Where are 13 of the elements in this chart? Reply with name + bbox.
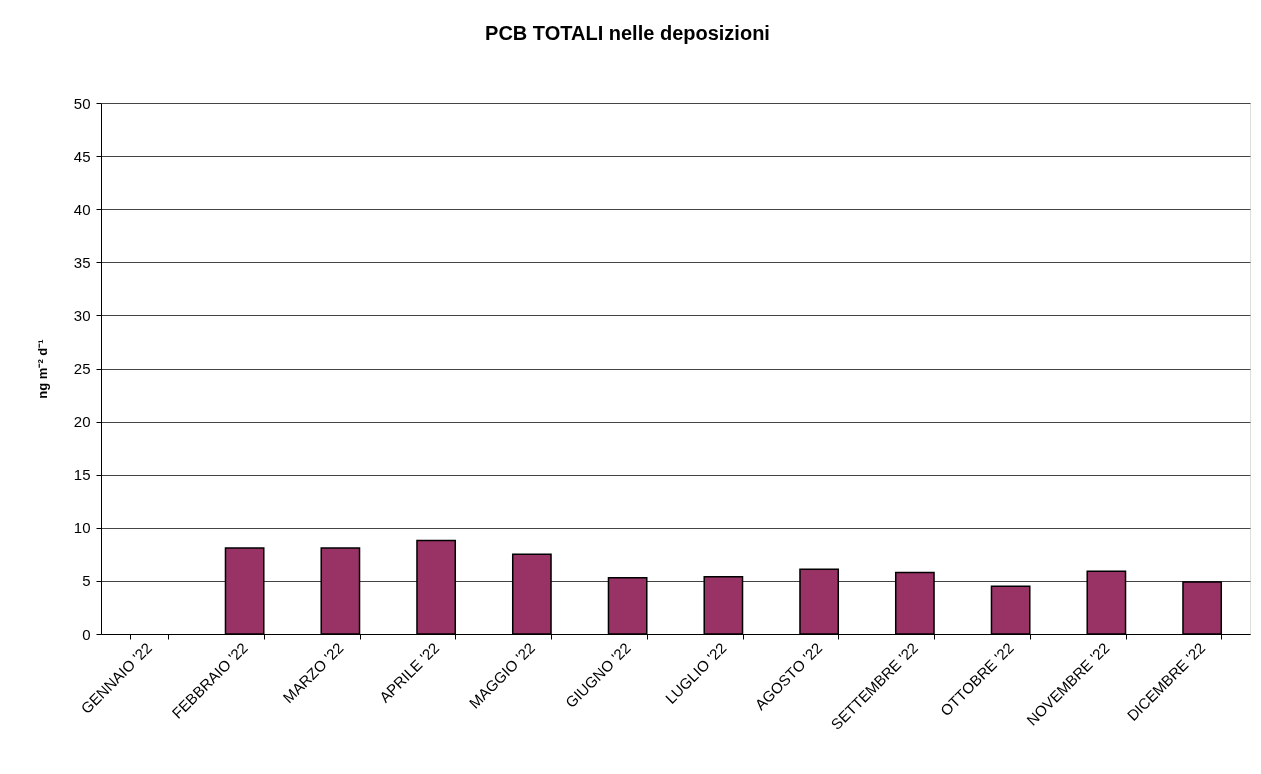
y-tick-label: 50: [73, 94, 91, 112]
y-tick-label: 45: [73, 147, 91, 165]
y-tick-label: 20: [73, 413, 91, 431]
y-tick-label: 5: [82, 572, 91, 590]
y-tick-label: 25: [73, 360, 91, 377]
y-tick-label: 10: [73, 519, 91, 537]
y-tick-label: 15: [73, 466, 91, 484]
y-tick-label: 30: [73, 306, 91, 324]
chart-title: PCB TOTALI nelle deposizioni: [485, 22, 770, 44]
y-tick-label: 40: [73, 200, 91, 218]
y-tick-label: 0: [82, 625, 91, 643]
y-tick-label: 35: [73, 253, 91, 271]
y-axis-title: ng m⁻² d⁻¹: [34, 339, 50, 399]
